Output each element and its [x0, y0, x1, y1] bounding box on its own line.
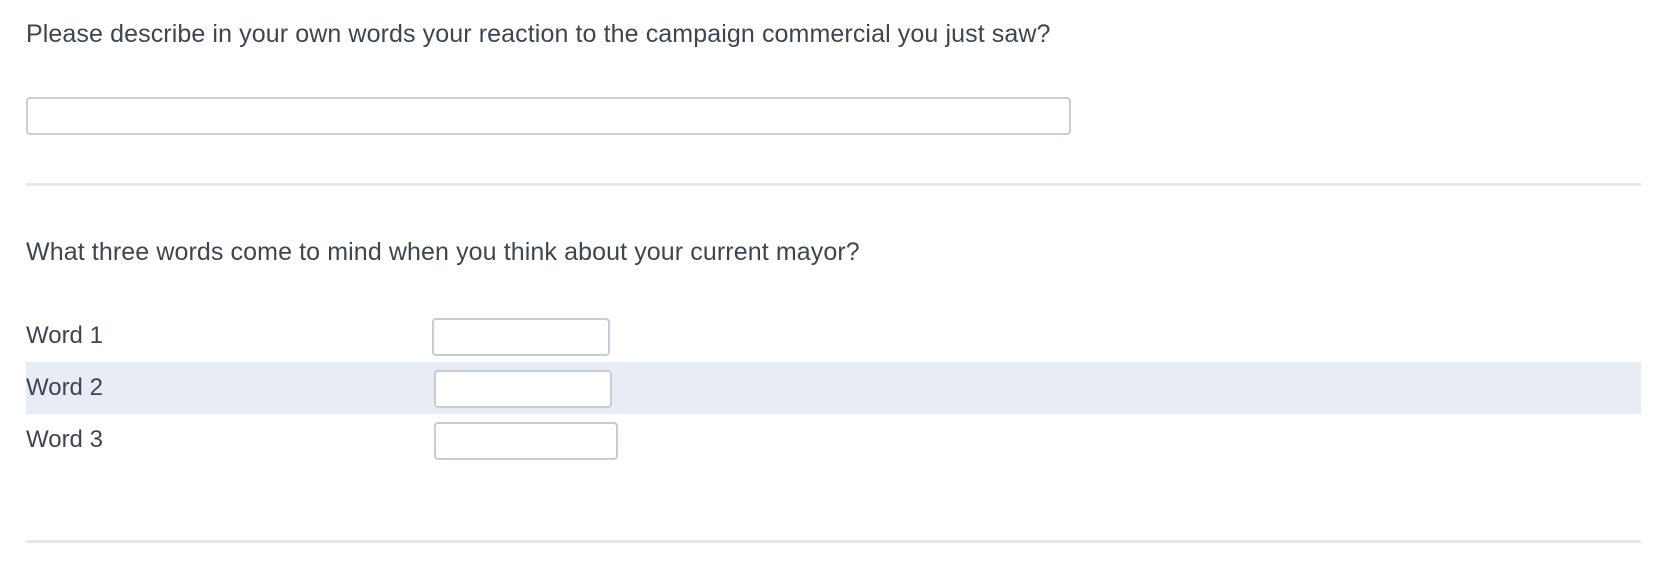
question-prompt-open-response: Please describe in your own words your r… — [26, 20, 1051, 48]
section-divider-top — [26, 183, 1641, 186]
word-row-label: Word 2 — [26, 374, 103, 401]
word-1-input[interactable] — [432, 318, 610, 356]
word-row-label: Word 1 — [26, 322, 103, 349]
word-row: Word 1 — [0, 310, 1664, 362]
word-row: Word 3 — [0, 414, 1664, 466]
question-prompt-three-words: What three words come to mind when you t… — [26, 238, 860, 266]
word-2-input[interactable] — [434, 370, 612, 408]
row-background — [26, 362, 1641, 414]
row-background — [26, 310, 1641, 362]
word-3-input[interactable] — [434, 422, 618, 460]
word-row: Word 2 — [0, 362, 1664, 414]
word-row-label: Word 3 — [26, 426, 103, 453]
open-response-input[interactable] — [26, 97, 1071, 135]
section-divider-bottom — [26, 540, 1641, 543]
word-rows-list: Word 1 Word 2 Word 3 — [0, 310, 1664, 466]
row-background — [26, 414, 1641, 466]
